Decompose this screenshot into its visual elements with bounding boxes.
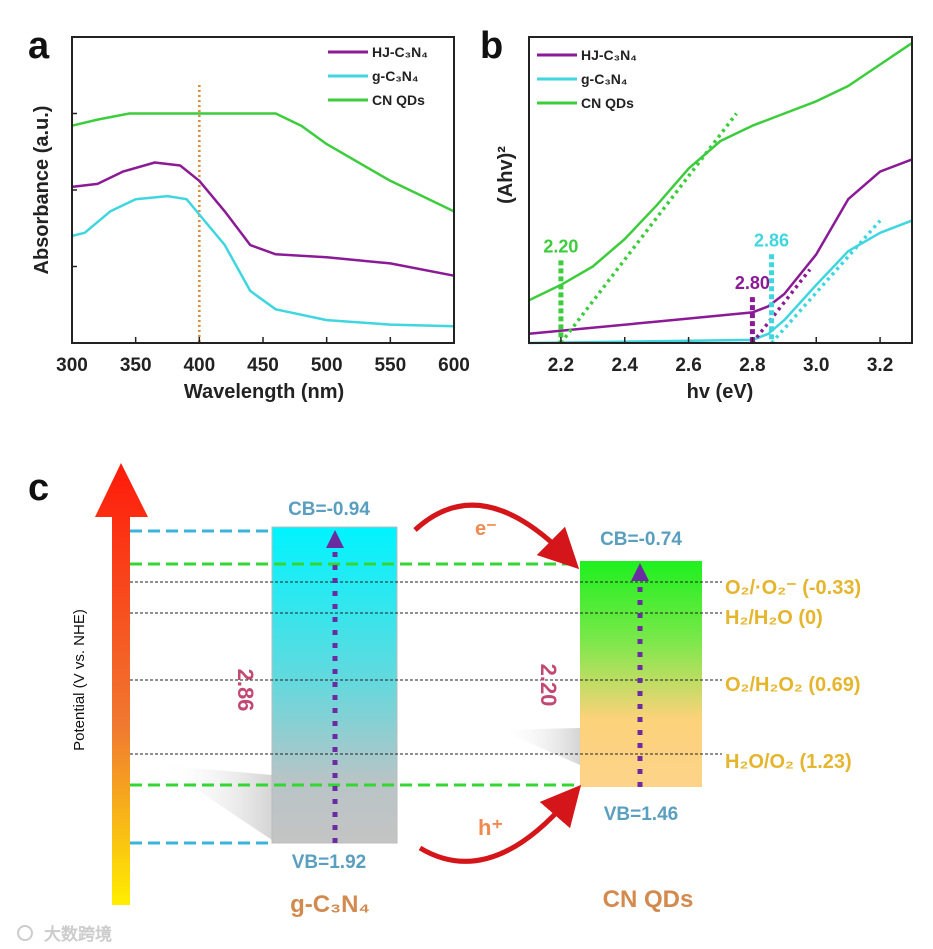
x-tick-label: 2.4 (612, 355, 639, 376)
x-axis-label-a: Wavelength (nm) (184, 381, 344, 403)
series-line-0 (71, 161, 455, 277)
redox-label: O₂/·O₂⁻ (-0.33) (725, 577, 861, 599)
watermark: 大数跨境 (44, 924, 112, 944)
redox-label: H₂/H₂O (0) (725, 607, 823, 629)
cn-qds-gap: 2.20 (536, 664, 561, 707)
band-gap-label: 2.20 (543, 236, 578, 256)
tangent-line (751, 268, 812, 345)
legend-label: g-C₃N₄ (581, 71, 628, 87)
chart-tauc: HJ-C₃N₄ g-C₃N₄ CN QDs 2.20 2.80 2.86 2.2 2.4 2.6… (528, 36, 913, 376)
cn-qds-label: CN QDs (603, 886, 694, 913)
x-tick-label: 3.0 (803, 355, 829, 376)
chart-absorbance: HJ-C₃N₄ g-C₃N₄ CN QDs 300 350 400 450 500 550 600 (56, 36, 470, 376)
potential-axis-label: Potential (V vs. NHE) (71, 609, 88, 751)
arrow-head-icon (326, 530, 344, 548)
shadow (160, 765, 272, 840)
y-axis-label-a: Absorbance (a.u.) (31, 106, 53, 275)
panel-label-c: c (28, 467, 49, 509)
cn-qds-vb: VB=1.46 (604, 804, 678, 825)
legend-label: HJ-C₃N₄ (372, 44, 428, 60)
series-line-2 (528, 42, 913, 302)
x-tick-label: 2.2 (548, 355, 574, 376)
x-tick-label: 3.2 (867, 355, 893, 376)
band-diagram: c Potential (V vs. NHE) CB=-0.94 VB=1.92… (28, 463, 861, 918)
electron-label: e⁻ (475, 518, 497, 540)
shadow (500, 728, 580, 765)
g-c3n4-vb: VB=1.92 (292, 852, 366, 873)
potential-arrow-icon (95, 463, 148, 905)
x-tick-label: 500 (311, 355, 343, 376)
panel-label-a: a (28, 25, 50, 67)
x-tick-label: 350 (120, 355, 152, 376)
panel-label-b: b (480, 25, 503, 67)
electron-transfer-arrow-icon (413, 502, 580, 570)
x-tick-label: 300 (56, 355, 88, 376)
arrow-head-icon (631, 563, 649, 581)
series-line-1 (71, 194, 455, 328)
hole-transfer-arrow-icon (418, 784, 582, 864)
g-c3n4-cb: CB=-0.94 (288, 499, 370, 520)
cn-qds-band-box (580, 561, 702, 787)
x-tick-label: 2.8 (739, 355, 765, 376)
hole-label: h⁺ (478, 815, 503, 840)
legend-label: CN QDs (581, 95, 634, 111)
series-line-0 (528, 158, 913, 336)
g-c3n4-level-lines (130, 529, 272, 845)
cn-qds-level-lines (130, 562, 580, 787)
redox-label: H₂O/O₂ (1.23) (725, 751, 852, 773)
tangent-line (559, 112, 738, 345)
x-axis-label-b: hv (eV) (687, 381, 754, 403)
x-tick-label: 2.6 (675, 355, 701, 376)
series-line-2 (71, 112, 455, 213)
x-tick-label: 550 (374, 355, 406, 376)
g-c3n4-label: g-C₃N₄ (290, 891, 370, 918)
legend-label: HJ-C₃N₄ (581, 47, 637, 63)
g-c3n4-gap: 2.86 (233, 669, 258, 712)
band-gap-label: 2.86 (754, 230, 789, 250)
series-line-1 (528, 219, 913, 345)
legend-label: g-C₃N₄ (372, 68, 419, 84)
plot-frame (528, 36, 913, 344)
cn-qds-cb: CB=-0.74 (600, 529, 682, 550)
redox-level-lines (130, 581, 722, 755)
x-tick-label: 600 (438, 355, 470, 376)
band-gap-label: 2.80 (735, 273, 770, 293)
y-axis-label-b: (Ahv)² (495, 146, 517, 204)
x-tick-label: 400 (183, 355, 215, 376)
x-tick-label: 450 (247, 355, 279, 376)
legend-label: CN QDs (372, 92, 425, 108)
redox-label: O₂/H₂O₂ (0.69) (725, 674, 861, 696)
watermark-logo-icon (17, 925, 33, 941)
